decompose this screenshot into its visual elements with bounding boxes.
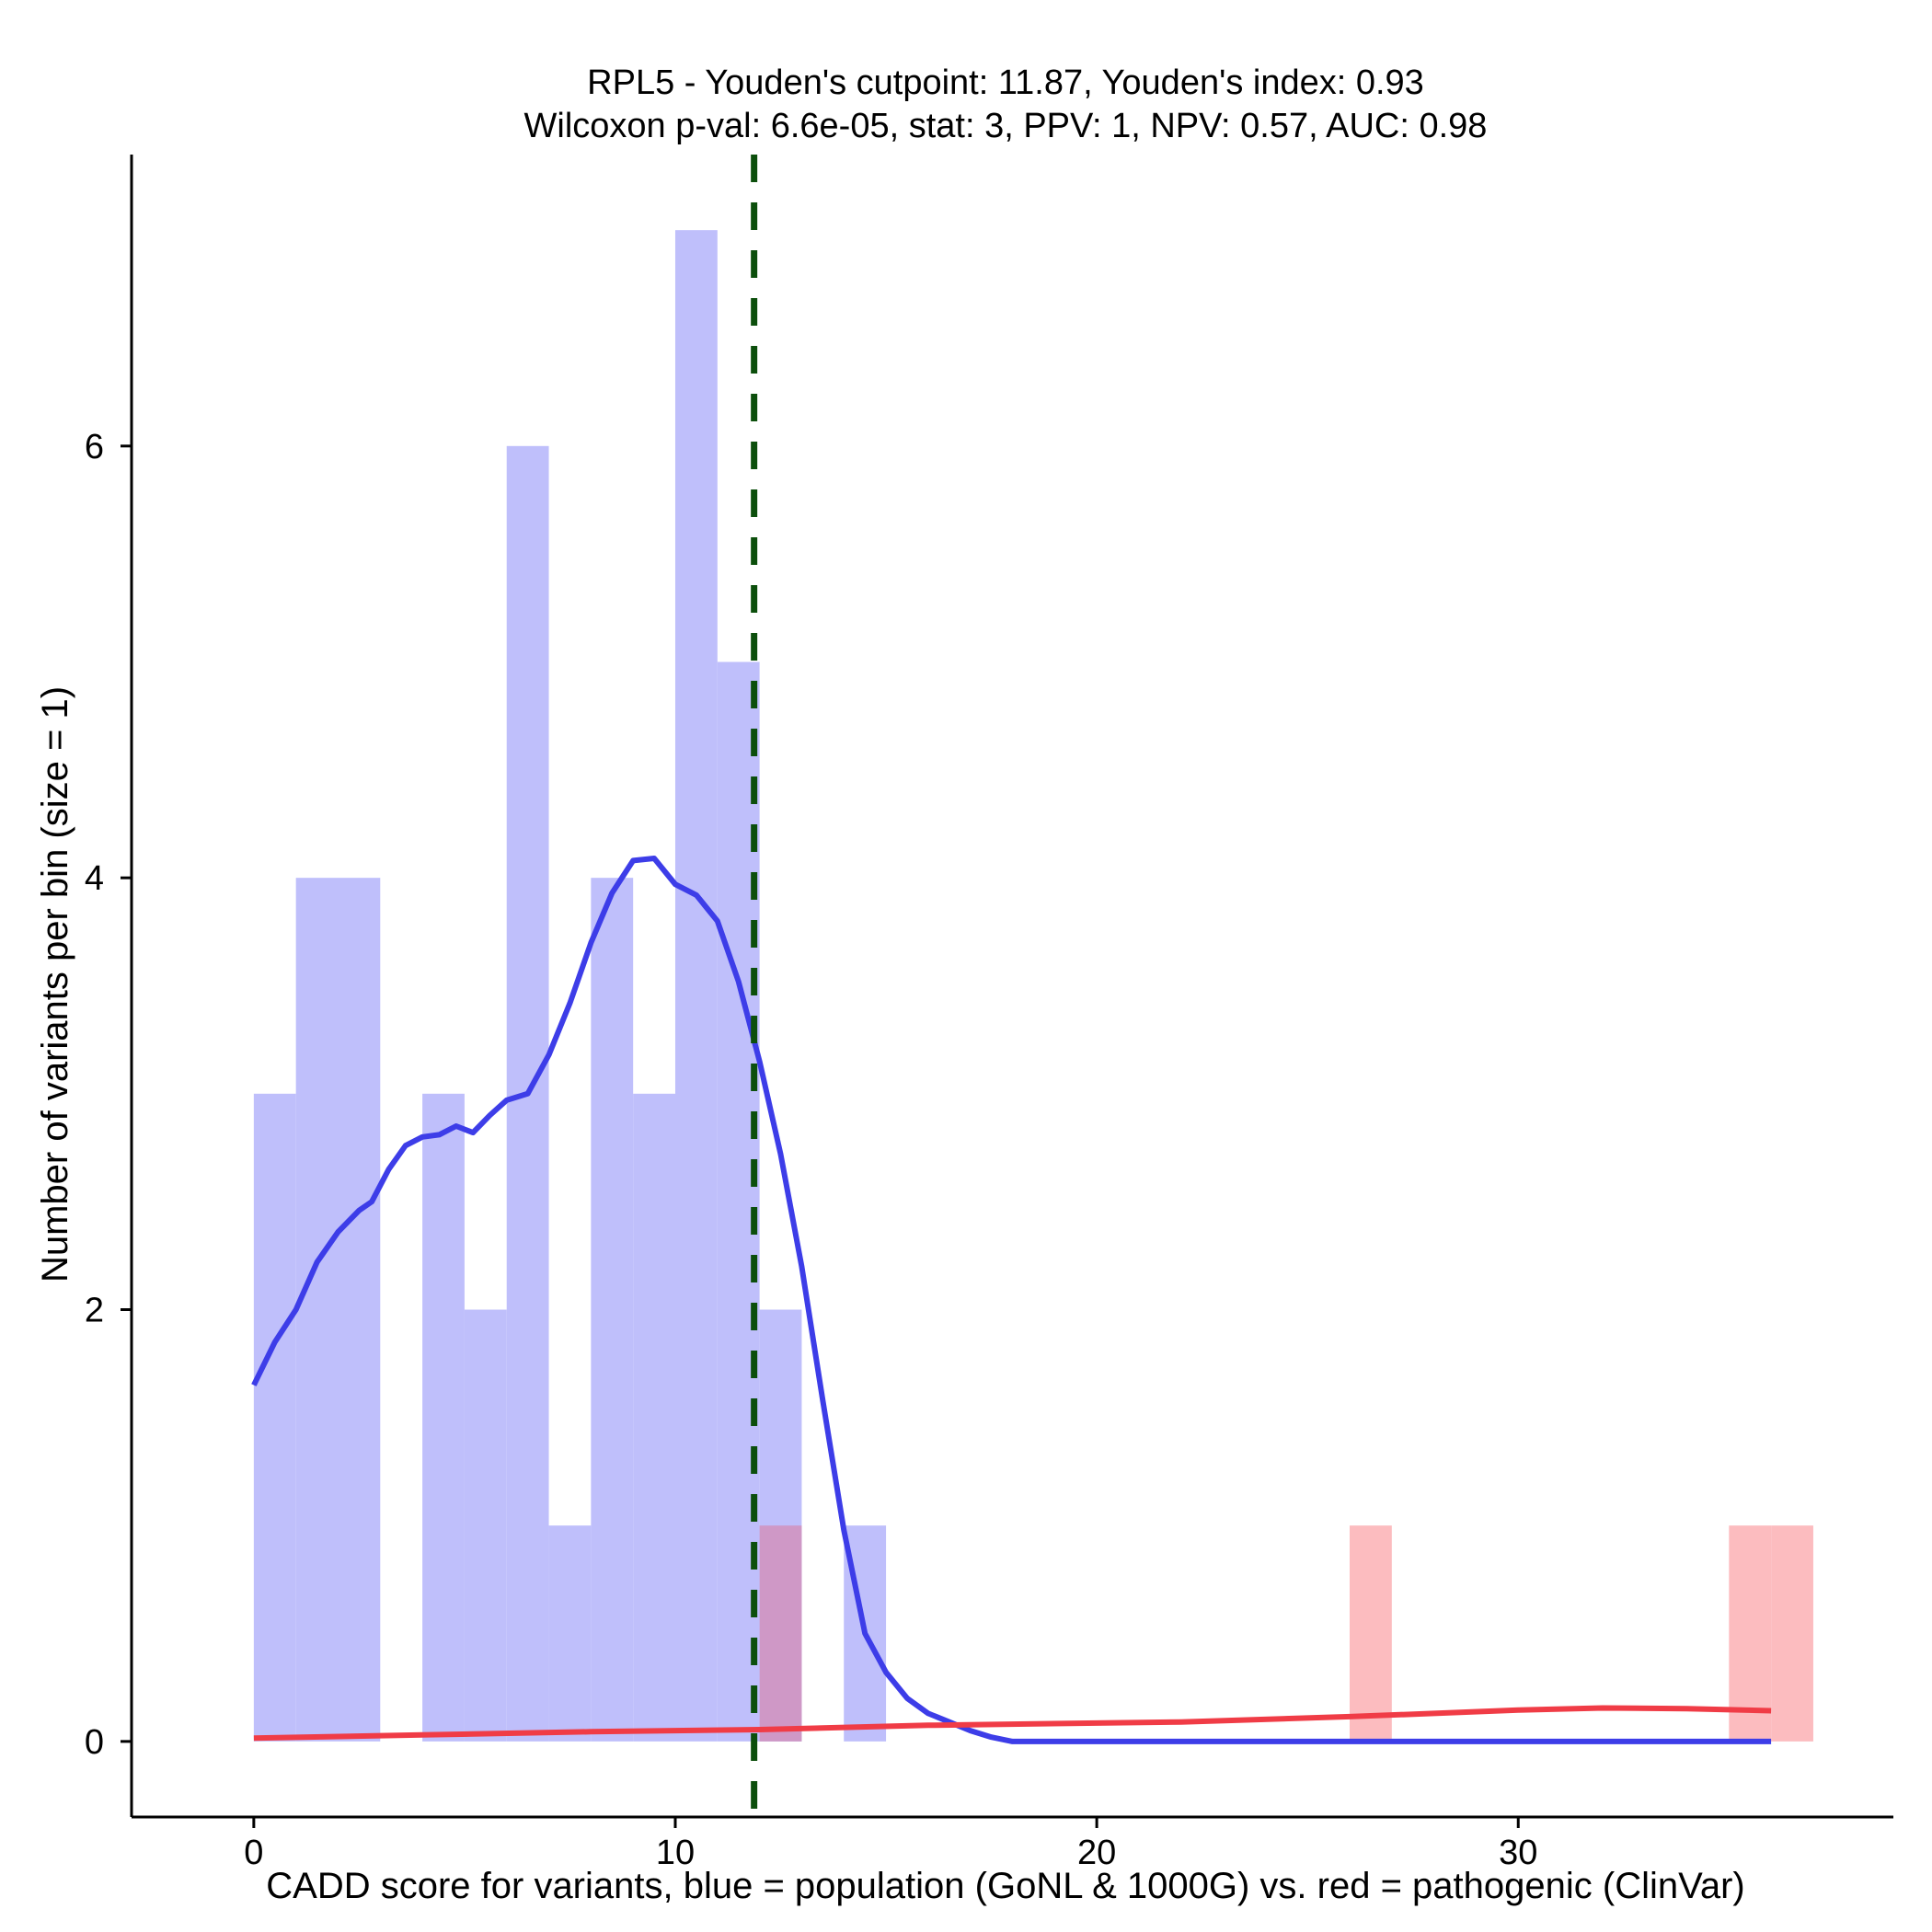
pathogenic-bar-35 <box>1729 1525 1772 1742</box>
population-bar-2 <box>338 878 381 1742</box>
population-bar-1 <box>295 878 339 1742</box>
ticks-group: 0 10 20 30 0 2 4 6 <box>85 428 1538 1872</box>
chart-title-line-1: RPL5 - Youden's cutpoint: 11.87, Youden'… <box>587 63 1424 102</box>
pathogenic-bar-26 <box>1350 1525 1392 1742</box>
bars-group <box>253 230 1813 1742</box>
population-bar-4 <box>422 1093 465 1742</box>
pathogenic-bar-36 <box>1771 1525 1813 1742</box>
x-tick-label-0: 0 <box>244 1834 263 1872</box>
x-axis-title: CADD score for variants, blue = populati… <box>266 1866 1744 1906</box>
y-tick-label-0: 0 <box>85 1723 104 1762</box>
x-tick-label-30: 30 <box>1499 1834 1537 1872</box>
density-curves-group <box>251 856 1772 1744</box>
chart-title-line-2: Wilcoxon p-val: 6.6e-05, stat: 3, PPV: 1… <box>524 107 1488 145</box>
population-bar-0 <box>253 1093 296 1742</box>
x-tick-label-10: 10 <box>656 1834 695 1872</box>
population-bar-7 <box>548 1525 592 1742</box>
population-bar-9 <box>633 1093 675 1742</box>
pathogenic-bar-12 <box>759 1525 802 1742</box>
axes-group <box>130 155 1893 1819</box>
pathogenic-density-curve <box>253 1705 1772 1742</box>
population-bar-11 <box>717 661 760 1742</box>
y-tick-label-2: 2 <box>85 1292 104 1330</box>
population-bar-5 <box>464 1309 507 1742</box>
y-tick-label-4: 4 <box>85 859 104 898</box>
population-density-curve <box>251 856 1772 1744</box>
y-tick-label-6: 6 <box>85 428 104 466</box>
population-bar-8 <box>591 878 634 1742</box>
population-bar-10 <box>674 230 718 1742</box>
x-tick-label-20: 20 <box>1077 1834 1116 1872</box>
y-axis-title: Number of variants per bin (size = 1) <box>35 686 75 1282</box>
